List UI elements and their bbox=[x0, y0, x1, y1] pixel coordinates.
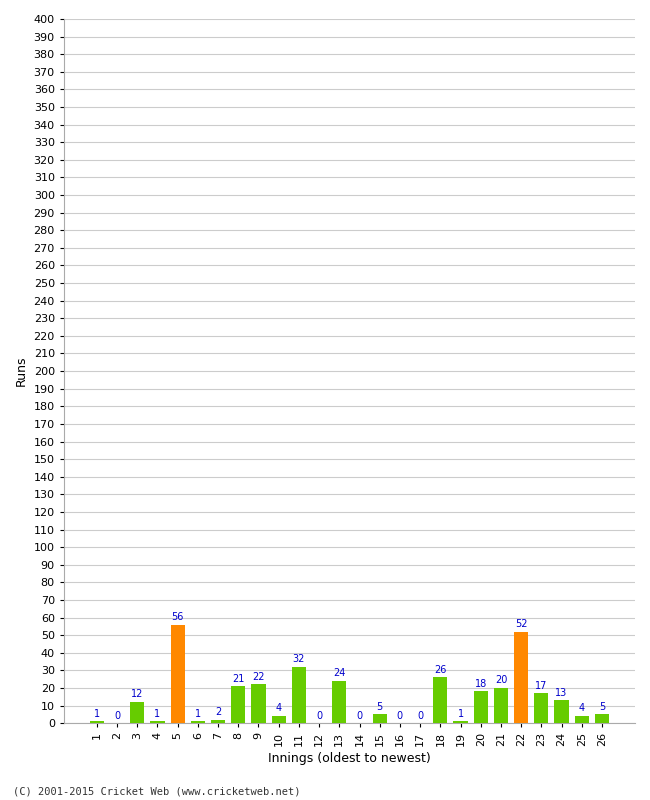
Bar bbox=[494, 688, 508, 723]
Text: 5: 5 bbox=[376, 702, 383, 712]
Text: 0: 0 bbox=[316, 710, 322, 721]
Bar bbox=[231, 686, 245, 723]
Text: 20: 20 bbox=[495, 675, 507, 686]
Text: 24: 24 bbox=[333, 668, 346, 678]
Bar bbox=[130, 702, 144, 723]
Text: 0: 0 bbox=[356, 710, 363, 721]
Text: 4: 4 bbox=[276, 703, 281, 714]
Text: 22: 22 bbox=[252, 672, 265, 682]
Text: 26: 26 bbox=[434, 665, 447, 674]
Bar bbox=[534, 694, 549, 723]
Text: 0: 0 bbox=[114, 710, 120, 721]
Text: 5: 5 bbox=[599, 702, 605, 712]
Text: 52: 52 bbox=[515, 619, 527, 629]
Text: 1: 1 bbox=[155, 709, 161, 718]
Text: 32: 32 bbox=[292, 654, 305, 664]
Text: 0: 0 bbox=[397, 710, 403, 721]
Text: 21: 21 bbox=[232, 674, 244, 683]
Bar bbox=[554, 700, 569, 723]
Text: 1: 1 bbox=[94, 709, 100, 718]
Bar bbox=[191, 722, 205, 723]
Bar bbox=[514, 632, 528, 723]
Bar bbox=[252, 685, 266, 723]
Bar bbox=[170, 625, 185, 723]
Bar bbox=[434, 678, 447, 723]
Bar bbox=[211, 720, 225, 723]
Text: 13: 13 bbox=[556, 688, 567, 698]
Bar bbox=[90, 722, 104, 723]
Text: 0: 0 bbox=[417, 710, 423, 721]
X-axis label: Innings (oldest to newest): Innings (oldest to newest) bbox=[268, 752, 431, 765]
Bar bbox=[332, 681, 346, 723]
Text: 17: 17 bbox=[535, 681, 547, 690]
Bar bbox=[372, 714, 387, 723]
Text: 18: 18 bbox=[474, 679, 487, 689]
Bar bbox=[595, 714, 609, 723]
Bar bbox=[150, 722, 164, 723]
Bar bbox=[454, 722, 467, 723]
Text: 4: 4 bbox=[578, 703, 585, 714]
Text: 56: 56 bbox=[172, 612, 184, 622]
Bar bbox=[292, 667, 306, 723]
Text: 2: 2 bbox=[215, 707, 221, 717]
Text: (C) 2001-2015 Cricket Web (www.cricketweb.net): (C) 2001-2015 Cricket Web (www.cricketwe… bbox=[13, 786, 300, 796]
Text: 1: 1 bbox=[458, 709, 463, 718]
Text: 12: 12 bbox=[131, 690, 144, 699]
Y-axis label: Runs: Runs bbox=[15, 356, 28, 386]
Bar bbox=[474, 691, 488, 723]
Bar bbox=[575, 716, 589, 723]
Bar bbox=[272, 716, 286, 723]
Text: 1: 1 bbox=[195, 709, 201, 718]
